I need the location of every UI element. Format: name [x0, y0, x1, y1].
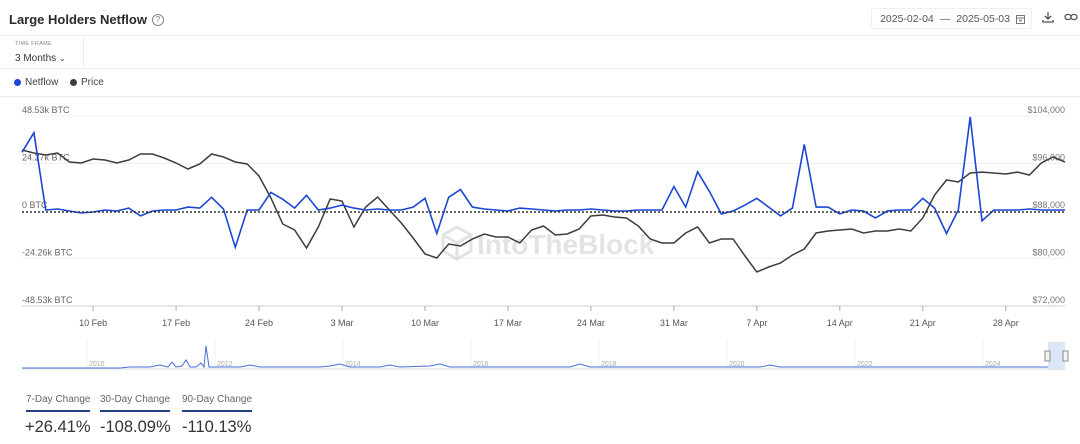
download-icon[interactable]	[1041, 10, 1057, 26]
divider	[0, 68, 1080, 69]
navigator-handle-left[interactable]	[1044, 350, 1051, 362]
netflow-dot-icon	[14, 79, 21, 86]
y-left-tick-label: 24.27k BTC	[22, 153, 70, 163]
x-tick-label: 17 Feb	[162, 318, 190, 328]
x-tick-label: 24 Mar	[577, 318, 605, 328]
timeframe-dropdown[interactable]: 3 Months ⌄	[15, 53, 66, 64]
tab-30-day-change[interactable]: 30-Day Change	[100, 394, 171, 412]
y-left-tick-label: 48.53k BTC	[22, 105, 70, 115]
x-tick-label: 14 Apr	[827, 318, 853, 328]
date-range-picker[interactable]: 2025-02-04 — 2025-05-03	[871, 8, 1032, 29]
y-left-tick-label: -48.53k BTC	[22, 295, 73, 305]
navigator-year-label: 2010	[89, 361, 105, 368]
stat-90-day-value: -110.13%	[182, 418, 252, 436]
stat-7-day-value: +26.41%	[25, 418, 91, 436]
legend-label: Price	[81, 77, 104, 88]
x-tick-label: 17 Mar	[494, 318, 522, 328]
x-tick-label: 3 Mar	[331, 318, 354, 328]
x-tick-label: 24 Feb	[245, 318, 273, 328]
y-left-tick-label: 0 BTC	[22, 200, 48, 210]
chart-header: Large Holders Netflow ?	[9, 12, 164, 27]
navigator-year-label: 2020	[729, 361, 745, 368]
date-from: 2025-02-04	[880, 12, 934, 25]
navigator-year-label: 2016	[473, 361, 489, 368]
navigator-year-label: 2014	[345, 361, 361, 368]
question-circle-icon[interactable]: ?	[151, 13, 164, 26]
y-right-tick-label: $104,000	[1027, 105, 1065, 115]
navigator-year-label: 2012	[217, 361, 233, 368]
watermark: IntoTheBlock	[441, 225, 655, 261]
navigator-selection[interactable]	[1048, 342, 1065, 370]
legend-item-netflow[interactable]: Netflow	[14, 77, 58, 88]
x-tick-label: 28 Apr	[993, 318, 1019, 328]
chart-title: Large Holders Netflow	[9, 12, 147, 27]
x-tick-label: 7 Apr	[746, 318, 767, 328]
navigator-year-label: 2024	[985, 361, 1001, 368]
x-tick-label: 10 Feb	[79, 318, 107, 328]
x-tick-label: 31 Mar	[660, 318, 688, 328]
price-dot-icon	[70, 79, 77, 86]
timeframe-label: TIME FRAME	[15, 41, 52, 47]
navigator-year-label: 2018	[601, 361, 617, 368]
navigator[interactable]: 2010 2012 2014 2016 2018 2020 2022 2024	[0, 340, 1080, 374]
divider	[83, 36, 84, 68]
chevron-down-icon: ⌄	[58, 54, 66, 63]
link-icon[interactable]	[1064, 10, 1080, 26]
navigator-sparkline	[22, 345, 1065, 369]
date-separator: —	[939, 12, 951, 25]
divider	[0, 96, 1080, 97]
tab-90-day-change[interactable]: 90-Day Change	[182, 394, 253, 412]
x-tick-label: 21 Apr	[910, 318, 936, 328]
navigator-year-label: 2022	[857, 361, 873, 368]
y-right-tick-label: $80,000	[1032, 248, 1065, 258]
y-right-tick-label: $72,000	[1032, 295, 1065, 305]
y-right-tick-label: $88,000	[1032, 200, 1065, 210]
legend-label: Netflow	[25, 77, 59, 88]
y-left-tick-label: -24.26k BTC	[22, 248, 73, 258]
date-to: 2025-05-03	[956, 12, 1010, 25]
stat-30-day-value: -108.09%	[100, 418, 171, 436]
calendar-icon	[1016, 14, 1025, 24]
timeframe-value: 3 Months	[15, 53, 57, 64]
legend-item-price[interactable]: Price	[70, 77, 104, 88]
netflow-series-line	[21, 116, 1065, 250]
tab-7-day-change[interactable]: 7-Day Change	[26, 394, 91, 412]
divider	[0, 35, 1080, 36]
y-right-tick-label: $96,000	[1032, 153, 1065, 163]
navigator-handle-right[interactable]	[1062, 350, 1069, 362]
x-tick-label: 10 Mar	[411, 318, 439, 328]
netflow-chart: IntoTheBlock 48.53k BTC $104,000 24.27k BT…	[21, 105, 1066, 328]
